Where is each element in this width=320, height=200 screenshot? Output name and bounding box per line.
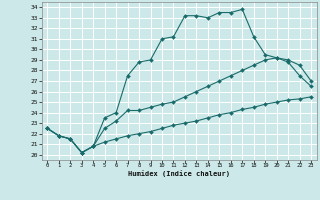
X-axis label: Humidex (Indice chaleur): Humidex (Indice chaleur) bbox=[128, 170, 230, 177]
